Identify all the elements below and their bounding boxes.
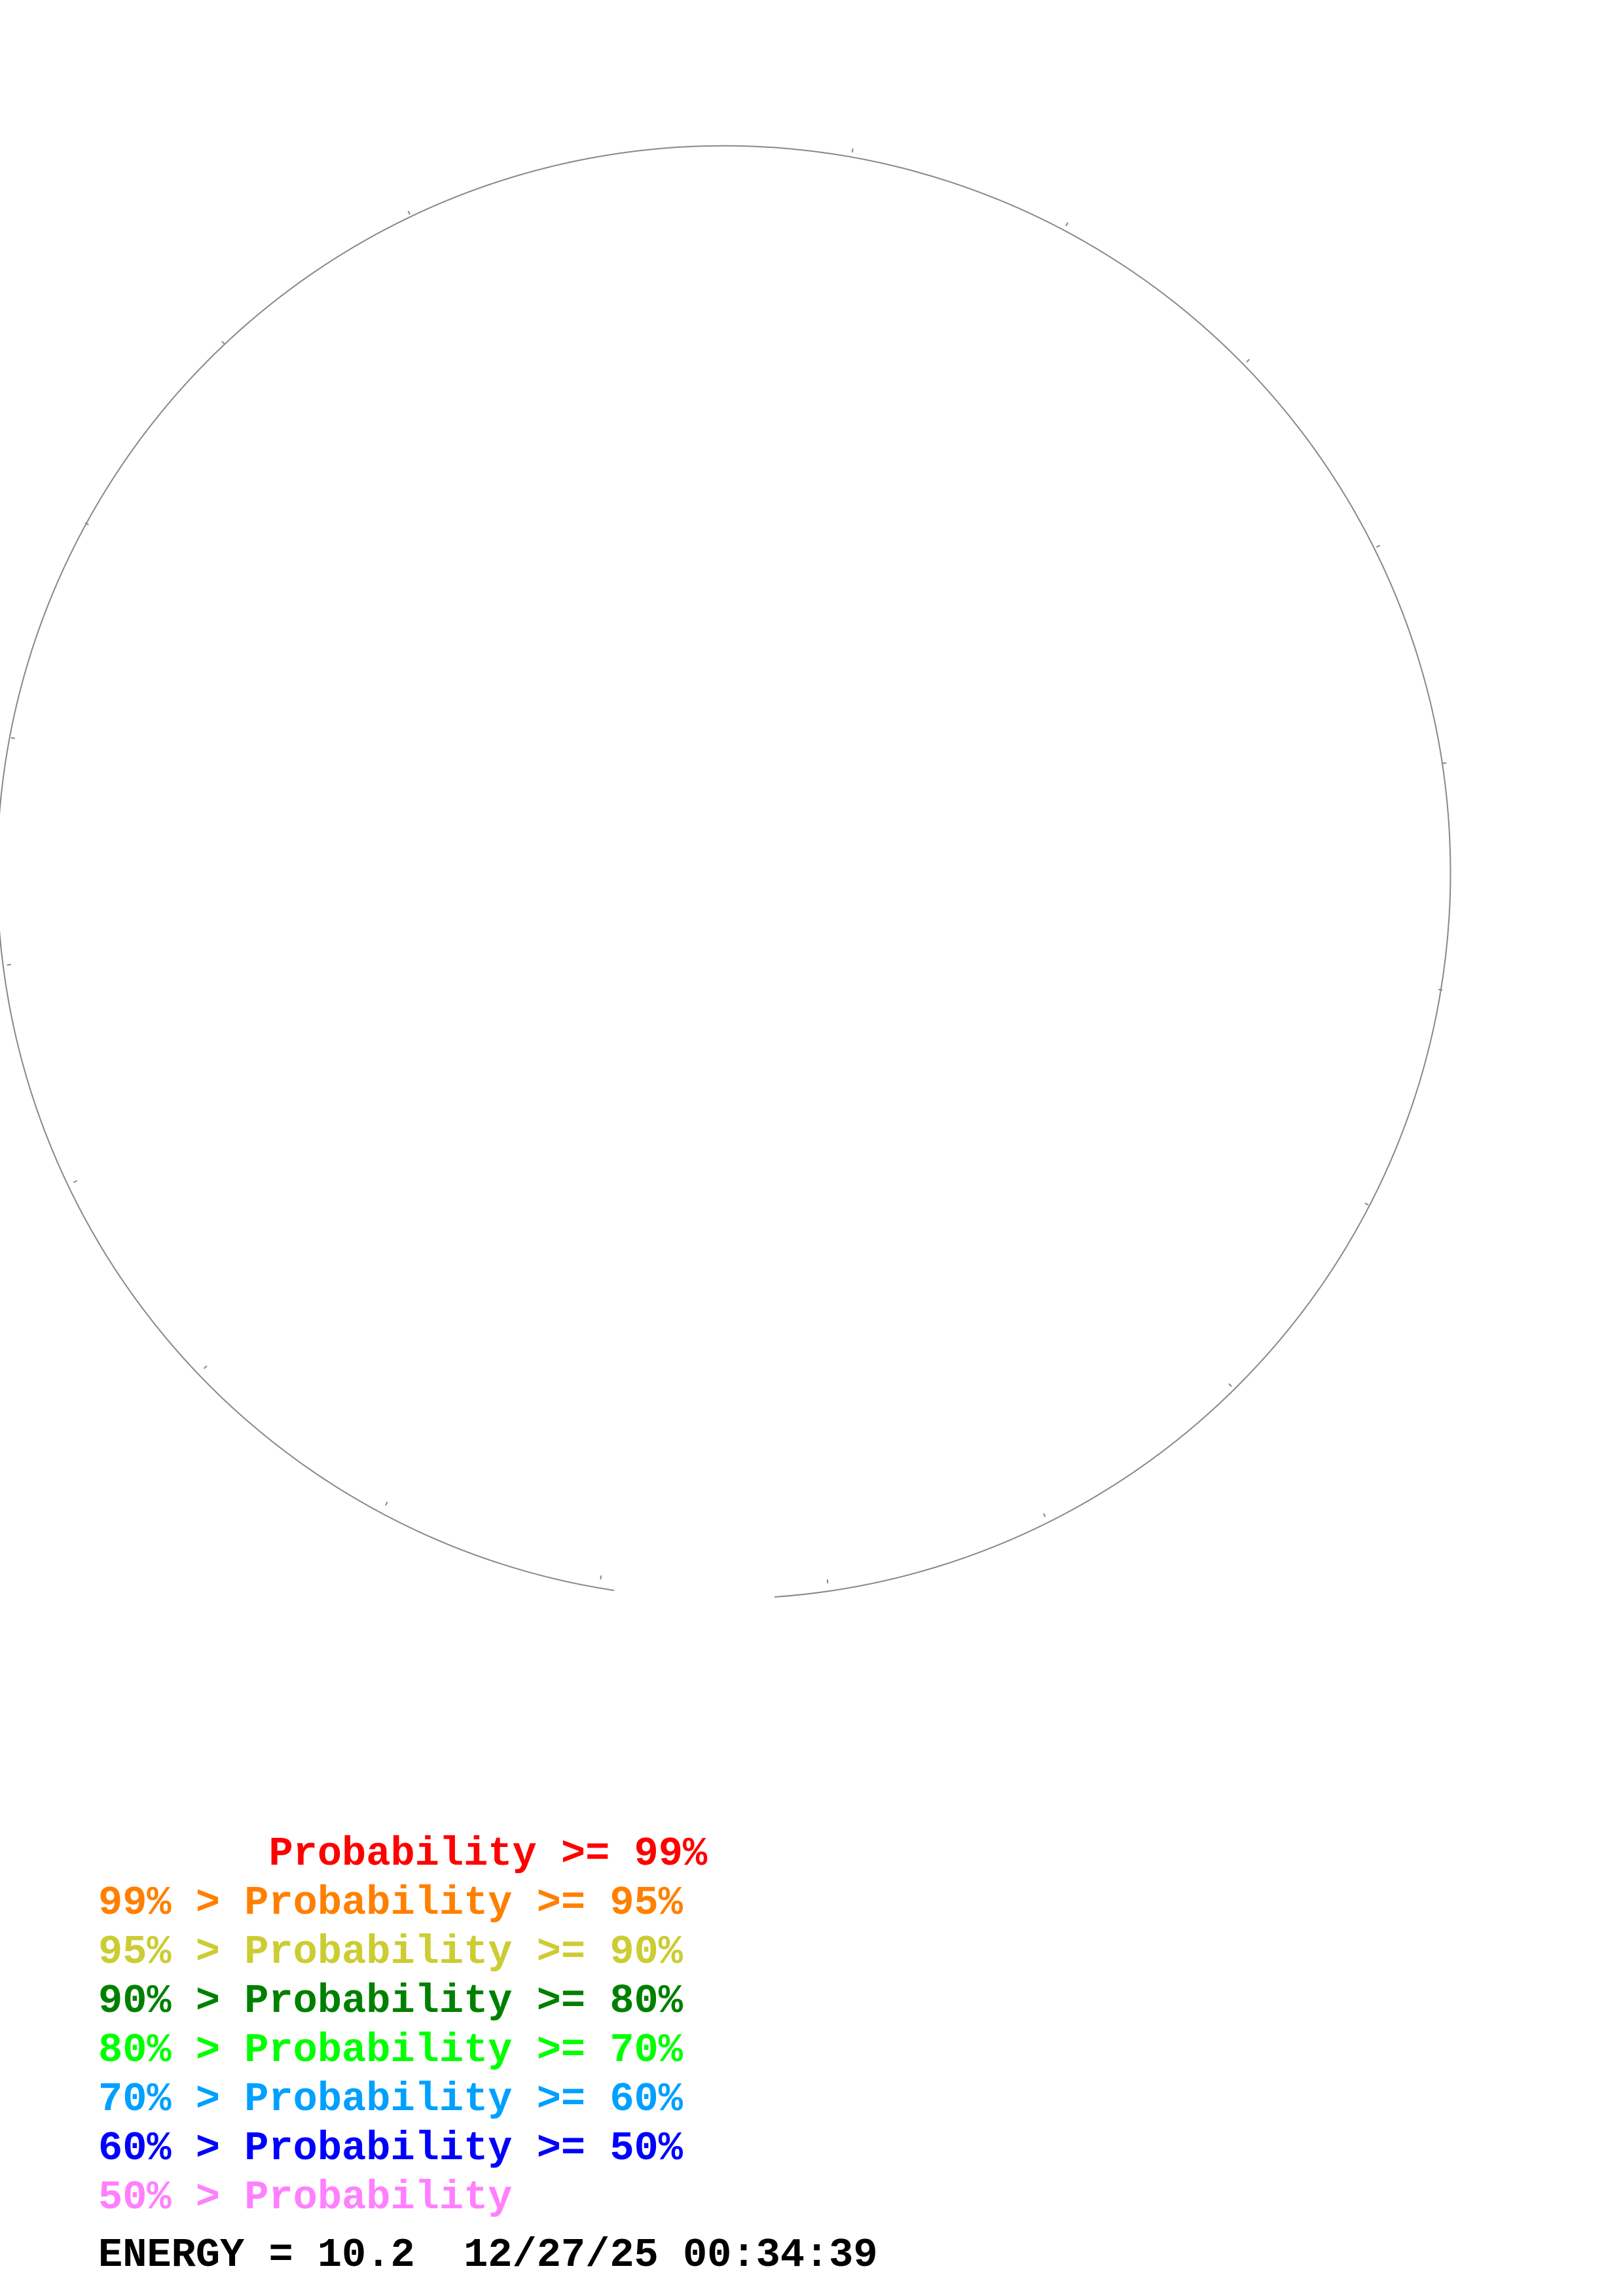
backbone-tick bbox=[84, 522, 89, 526]
backbone-tick bbox=[73, 1180, 78, 1183]
backbone-tick bbox=[1376, 545, 1381, 548]
backbone-tick bbox=[1065, 222, 1068, 226]
backbone-tick bbox=[1364, 1202, 1369, 1206]
backbone-tick bbox=[385, 1501, 388, 1506]
rna-circle-plot bbox=[0, 145, 1451, 1598]
backbone-tick bbox=[1228, 1383, 1232, 1388]
sequence-backbone-arc bbox=[0, 145, 1451, 1598]
legend-entry: 95% > Probability >= 90% bbox=[98, 1929, 683, 1975]
legend-entry: 70% > Probability >= 60% bbox=[98, 2076, 683, 2123]
position-ticks bbox=[7, 148, 1447, 1584]
probability-legend: Probability >= 99% 99% > Probability >= 9… bbox=[98, 1829, 707, 2222]
backbone-tick bbox=[1442, 762, 1447, 764]
backbone-tick bbox=[203, 1365, 208, 1369]
backbone-tick bbox=[600, 1575, 602, 1580]
energy-footer: ENERGY = 10.2 12/27/25 00:34:39 bbox=[98, 2232, 878, 2278]
legend-entry: 99% > Probability >= 95% bbox=[98, 1880, 683, 1926]
backbone-tick bbox=[407, 210, 410, 215]
backbone-tick bbox=[221, 340, 225, 345]
backbone-tick bbox=[851, 148, 854, 152]
backbone-tick bbox=[1246, 359, 1250, 363]
legend-entry: 80% > Probability >= 70% bbox=[98, 2027, 683, 2073]
legend-entry: 60% > Probability >= 50% bbox=[98, 2125, 683, 2172]
legend-entry: Probability >= 99% bbox=[98, 1831, 708, 1877]
backbone-tick bbox=[1043, 1513, 1046, 1518]
legend-entry: 50% > Probability bbox=[98, 2174, 513, 2221]
legend-entry: 90% > Probability >= 80% bbox=[98, 1978, 683, 2024]
